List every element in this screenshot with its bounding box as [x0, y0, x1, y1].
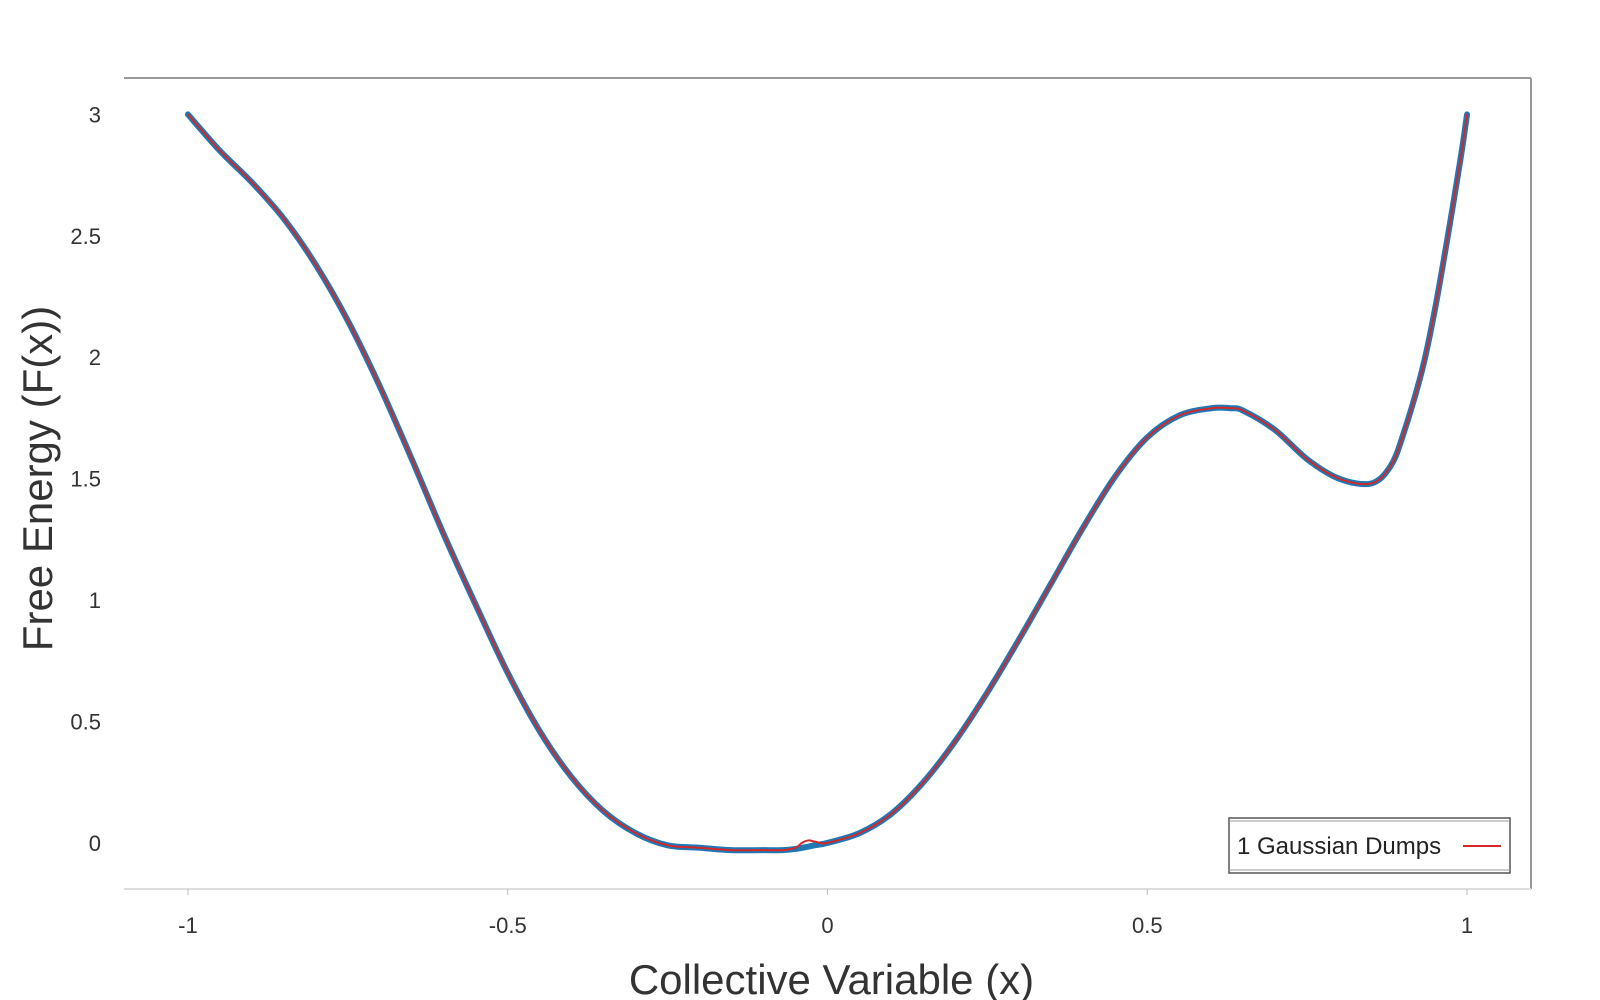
x-tick-label: -1 [178, 913, 198, 938]
y-tick-label: 3 [89, 102, 101, 127]
series-group [184, 111, 1471, 854]
x-tick-label: 0.5 [1132, 913, 1163, 938]
legend-label: 1 Gaussian Dumps [1237, 833, 1441, 860]
y-tick-label: 0.5 [70, 709, 101, 734]
y-axis-title: Free Energy (F(x)) [14, 306, 61, 651]
legend: 1 Gaussian Dumps [1228, 817, 1511, 874]
x-tick-label: 0 [821, 913, 833, 938]
y-tick-label: 0 [89, 831, 101, 856]
y-tick-label: 1 [89, 588, 101, 613]
series-line-gaussian-dumps [186, 113, 1469, 852]
y-tick-label: 2 [89, 345, 101, 370]
y-tick-label: 2.5 [70, 224, 101, 249]
x-axis-title: Collective Variable (x) [629, 956, 1034, 1000]
x-tick-label: -0.5 [489, 913, 527, 938]
x-tick-label: 1 [1461, 913, 1473, 938]
y-tick-label: 1.5 [70, 467, 101, 492]
axes: -1 -0.5 0 0.5 1 0 0.5 1 1.5 2 2.5 3 [70, 77, 1532, 938]
